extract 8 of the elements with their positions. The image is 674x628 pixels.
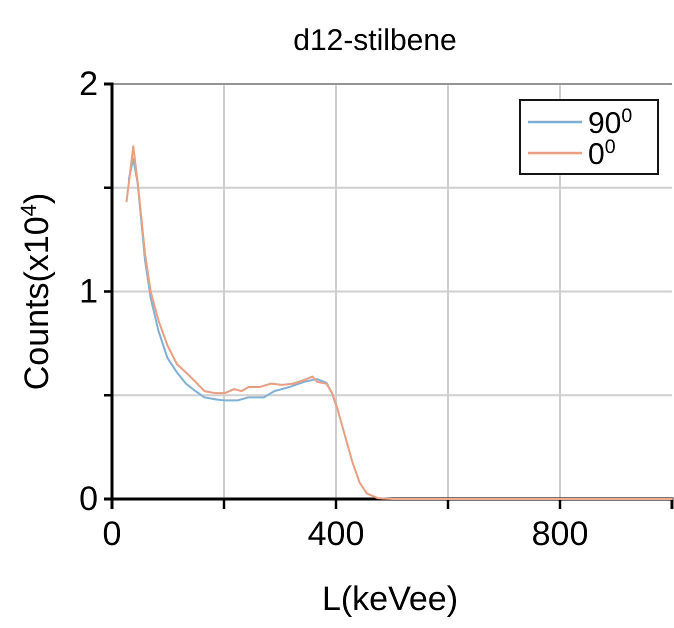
x-tick-label: 0 (102, 515, 122, 554)
x-tick-label: 400 (308, 515, 364, 554)
x-axis-title: L(keVee) (322, 580, 458, 618)
y-tick-label: 2 (79, 64, 98, 103)
chart-title: d12-stilbene (293, 24, 457, 57)
y-tick-label: 1 (79, 272, 98, 310)
x-tick-label: 800 (532, 515, 588, 554)
y-tick-label: 0 (79, 480, 98, 518)
